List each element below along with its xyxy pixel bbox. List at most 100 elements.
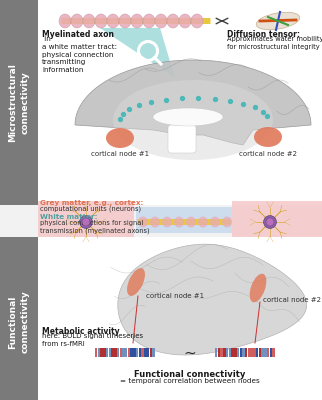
FancyBboxPatch shape [137, 219, 231, 225]
Ellipse shape [71, 14, 83, 28]
Bar [98, 348, 100, 357]
Bar [152, 348, 155, 357]
Bar [111, 348, 114, 357]
Bar [109, 348, 111, 357]
Ellipse shape [167, 14, 179, 28]
Text: ~: ~ [184, 346, 196, 360]
Bar [38, 201, 134, 237]
Bar [221, 348, 223, 357]
Bar [253, 348, 256, 357]
Bar [229, 348, 231, 357]
Text: here: BOLD signal timeseries
from rs-fMRI: here: BOLD signal timeseries from rs-fMR… [42, 333, 143, 347]
Ellipse shape [59, 14, 71, 28]
Ellipse shape [95, 14, 107, 28]
Ellipse shape [179, 14, 191, 28]
Ellipse shape [191, 14, 203, 28]
Ellipse shape [131, 14, 143, 28]
Text: Functional connectivity: Functional connectivity [134, 370, 246, 379]
Ellipse shape [222, 216, 232, 228]
Text: Diffusion tensor:: Diffusion tensor: [227, 30, 300, 39]
Bar [95, 348, 98, 357]
Bar [242, 348, 245, 357]
Text: Approximates water mobility as a proxy
for microstructural integrity: Approximates water mobility as a proxy f… [227, 36, 322, 50]
Bar [264, 348, 267, 357]
Text: cortical node #1: cortical node #1 [146, 293, 204, 299]
Bar [259, 348, 261, 357]
Text: White matter:: White matter: [40, 214, 98, 220]
Bar [133, 348, 136, 357]
Text: cortical node #1: cortical node #1 [91, 151, 149, 157]
Bar [256, 348, 258, 357]
Bar [139, 348, 141, 357]
Text: Grey matter, e.g., cortex:: Grey matter, e.g., cortex: [40, 200, 143, 206]
Text: Metabolic activity: Metabolic activity [42, 327, 120, 336]
Ellipse shape [256, 12, 300, 30]
Bar [245, 348, 247, 357]
Bar [38, 237, 322, 400]
Ellipse shape [83, 14, 95, 28]
Ellipse shape [107, 14, 119, 28]
Bar [218, 348, 220, 357]
Bar [141, 348, 144, 357]
Bar [232, 201, 322, 237]
Bar [223, 348, 226, 357]
Circle shape [266, 218, 274, 226]
Ellipse shape [143, 14, 155, 28]
Ellipse shape [186, 216, 196, 228]
Circle shape [82, 218, 90, 226]
FancyBboxPatch shape [62, 18, 211, 24]
Text: Myelinated axon: Myelinated axon [42, 30, 114, 39]
Bar [136, 207, 232, 233]
Text: Microstructural
connectivity: Microstructural connectivity [9, 64, 29, 142]
Bar [240, 348, 242, 357]
Bar [215, 348, 217, 357]
Bar [117, 348, 119, 357]
Bar [248, 348, 250, 357]
Bar [0, 0, 38, 205]
Ellipse shape [174, 216, 184, 228]
Bar [149, 348, 152, 357]
Bar [130, 348, 133, 357]
Polygon shape [100, 28, 175, 78]
Bar [38, 0, 322, 205]
Ellipse shape [150, 216, 160, 228]
Text: Functional
connectivity: Functional connectivity [9, 291, 29, 353]
Bar [237, 348, 239, 357]
Bar [128, 348, 130, 357]
Text: physical connections for signal
transmission (myelinated axons): physical connections for signal transmis… [40, 220, 150, 234]
Bar [261, 348, 264, 357]
Bar [226, 348, 228, 357]
Ellipse shape [210, 216, 220, 228]
Text: computational units (neurons): computational units (neurons) [40, 206, 141, 212]
Bar [136, 348, 138, 357]
Bar [119, 348, 122, 357]
Text: = temporal correlation between nodes: = temporal correlation between nodes [120, 378, 260, 384]
Bar [106, 348, 108, 357]
Bar [272, 348, 275, 357]
Bar [267, 348, 269, 357]
Bar [125, 348, 128, 357]
Polygon shape [75, 60, 311, 145]
Text: cortical node #2: cortical node #2 [263, 297, 321, 303]
Bar [147, 348, 149, 357]
Circle shape [80, 216, 92, 228]
Bar [100, 348, 103, 357]
Bar [232, 348, 234, 357]
Bar [0, 237, 38, 400]
Bar [122, 348, 125, 357]
Ellipse shape [250, 274, 266, 302]
Bar [144, 348, 147, 357]
Ellipse shape [153, 108, 223, 126]
Ellipse shape [113, 80, 273, 160]
Ellipse shape [127, 268, 145, 296]
Text: cortical node #2: cortical node #2 [239, 151, 297, 157]
Ellipse shape [162, 216, 172, 228]
Polygon shape [118, 244, 307, 355]
Text: in
a white matter tract:
physical connection
transmitting
information: in a white matter tract: physical connec… [42, 36, 117, 73]
Bar [114, 348, 117, 357]
Circle shape [263, 216, 277, 228]
Ellipse shape [106, 128, 134, 148]
Bar [234, 348, 237, 357]
FancyBboxPatch shape [168, 125, 196, 153]
Bar [270, 348, 272, 357]
